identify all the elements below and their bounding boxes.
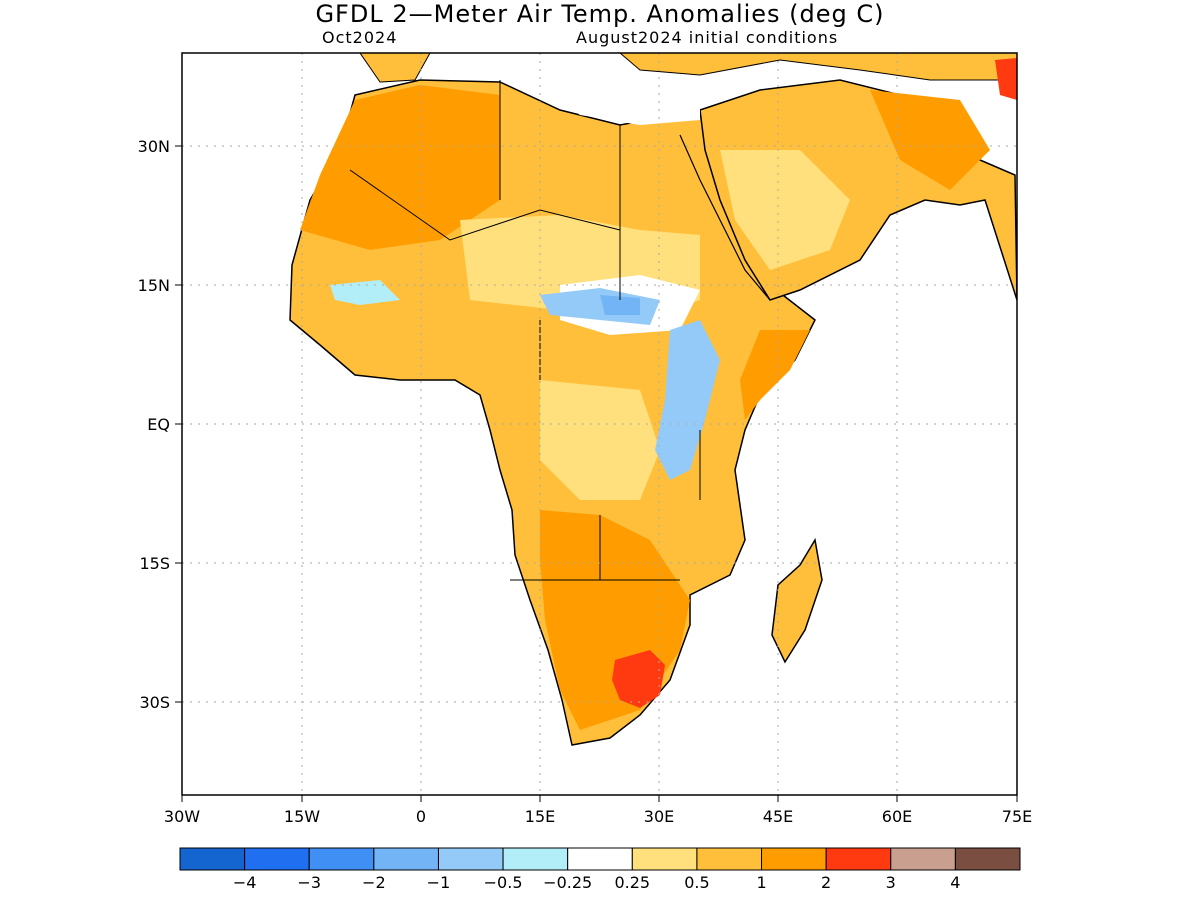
colorbar-swatch bbox=[696, 847, 763, 871]
forecast-month: Oct2024 bbox=[322, 28, 398, 47]
colorbar-label: 0.25 bbox=[614, 873, 650, 892]
initial-conditions-label: August2024 initial conditions bbox=[576, 28, 839, 47]
colorbar-label: −1 bbox=[427, 873, 451, 892]
colorbar-label: −2 bbox=[362, 873, 386, 892]
colorbar-label: 4 bbox=[950, 873, 960, 892]
x-tick-label: 30W bbox=[164, 807, 200, 826]
colorbar-swatch bbox=[373, 847, 439, 871]
anomaly-light-warm-arabia bbox=[720, 150, 850, 270]
europe-edge bbox=[359, 53, 431, 83]
anomaly-warm-sahara bbox=[300, 85, 500, 250]
x-tick-label: 75E bbox=[1002, 807, 1032, 826]
colorbar-swatch bbox=[244, 847, 310, 871]
colorbar-label: 1 bbox=[756, 873, 766, 892]
anomaly-neutral-libya bbox=[540, 80, 700, 125]
colorbar-swatch bbox=[825, 847, 892, 871]
anomaly-warm-arabia bbox=[870, 90, 990, 190]
x-tick-label: 60E bbox=[882, 807, 912, 826]
anomaly-warm-east-africa bbox=[740, 330, 810, 420]
colorbar-label: −3 bbox=[297, 873, 321, 892]
colorbar-swatch bbox=[308, 847, 375, 871]
y-tick-label: EQ bbox=[147, 415, 170, 434]
colorbar-swatch bbox=[502, 847, 569, 871]
colorbar-swatch bbox=[890, 847, 956, 871]
anomaly-light-warm-congo bbox=[540, 380, 660, 500]
colorbar-label: 3 bbox=[886, 873, 896, 892]
colorbar-label: −0.5 bbox=[484, 873, 523, 892]
turkey-edge bbox=[619, 53, 1017, 81]
y-tick-label: 30S bbox=[139, 693, 170, 712]
colorbar-swatch bbox=[437, 847, 504, 871]
anomaly-cool-east-africa bbox=[655, 320, 720, 480]
colorbar-swatch bbox=[179, 847, 246, 871]
x-tick-label: 45E bbox=[763, 807, 793, 826]
anomaly-cool-sahel-core bbox=[600, 295, 640, 315]
colorbar-swatch bbox=[567, 847, 633, 871]
x-tick-label: 15E bbox=[525, 807, 555, 826]
y-tick-label: 30N bbox=[138, 137, 170, 156]
colorbar-label: 2 bbox=[821, 873, 831, 892]
x-tick-label: 30E bbox=[644, 807, 674, 826]
colorbar-swatch bbox=[761, 847, 827, 871]
map-title: GFDL 2—Meter Air Temp. Anomalies (deg C) bbox=[315, 0, 885, 28]
x-tick-label: 15W bbox=[284, 807, 320, 826]
anomaly-hot-caucasus bbox=[995, 58, 1017, 100]
colorbar-label: 0.5 bbox=[684, 873, 709, 892]
x-axis-labels: 30W 15W 0 15E 30E 45E 60E 75E bbox=[164, 807, 1032, 826]
anomaly-hot-south-africa bbox=[612, 650, 665, 708]
axis-tick-marks bbox=[175, 145, 1018, 802]
colorbar-label: −0.25 bbox=[543, 873, 592, 892]
y-tick-label: 15N bbox=[138, 276, 170, 295]
y-tick-label: 15S bbox=[139, 554, 170, 573]
y-axis-labels: 30N 15N EQ 15S 30S bbox=[138, 137, 170, 712]
x-tick-label: 0 bbox=[416, 807, 426, 826]
colorbar-swatch bbox=[954, 847, 1021, 871]
colorbar: −4 −3 −2 −1 −0.5 −0.25 0.25 0.5 1 2 3 4 bbox=[179, 847, 1021, 892]
map-grid bbox=[182, 53, 1017, 795]
anomaly-cool-sahel-west bbox=[330, 280, 400, 305]
madagascar bbox=[771, 537, 823, 664]
red-sea-line bbox=[679, 134, 771, 301]
colorbar-label: −4 bbox=[233, 873, 257, 892]
colorbar-swatch bbox=[631, 847, 698, 871]
anomaly-map bbox=[289, 53, 1017, 746]
